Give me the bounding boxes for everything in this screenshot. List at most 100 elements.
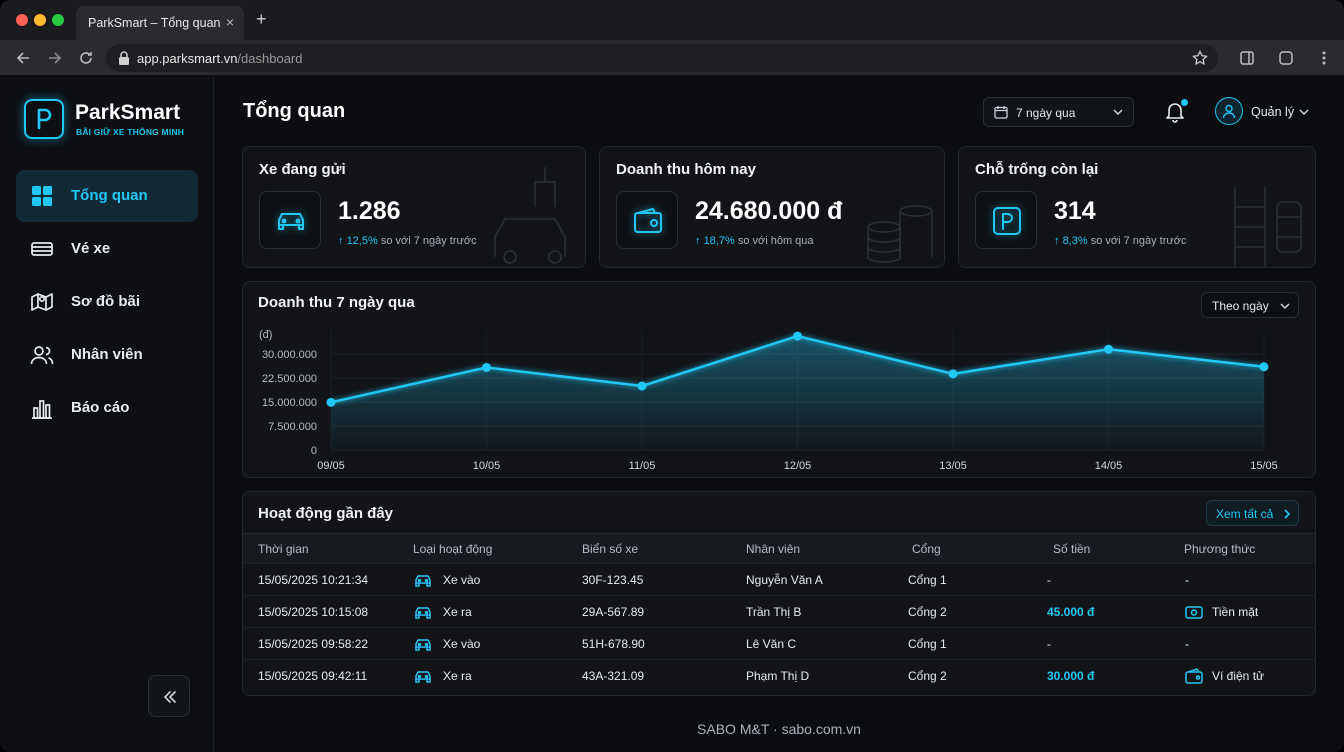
sidebar-toggle-icon[interactable]: [1237, 48, 1257, 68]
parking-lot-illustration-icon: [1234, 187, 1302, 267]
cell-plate: 30F-123.45: [582, 573, 644, 587]
column-header: Cổng: [912, 542, 941, 556]
sidebar-item-overview[interactable]: Tổng quan: [16, 170, 198, 222]
cell-staff: Phạm Thị D: [746, 669, 810, 683]
chart-period-select[interactable]: Theo ngày: [1201, 292, 1299, 318]
url-path: /dashboard: [237, 51, 303, 66]
url-text: app.parksmart.vn/dashboard: [137, 51, 303, 66]
x-tick-label: 11/05: [629, 460, 656, 472]
back-icon[interactable]: [14, 48, 34, 68]
stat-card-revenue: Doanh thu hôm nay 24.680.000 đ ↑ 18,7% s…: [599, 146, 945, 268]
series-area: [331, 336, 1264, 450]
sidebar: ParkSmart BÃI GIỮ XE THÔNG MINH Tổng qua…: [0, 77, 214, 752]
data-point[interactable]: [948, 369, 958, 379]
bookmark-star-icon[interactable]: [1192, 50, 1208, 66]
trend-percent: 12,5%: [346, 235, 378, 247]
data-point[interactable]: [482, 362, 491, 372]
trend-text: so với hôm qua: [737, 235, 814, 247]
sidebar-item-map[interactable]: Sơ đồ bãi: [16, 276, 198, 328]
data-point[interactable]: [1104, 344, 1113, 354]
car-icon: [415, 671, 431, 683]
address-bar: app.parksmart.vn/dashboard: [0, 40, 1344, 76]
maximize-window-button[interactable]: [52, 14, 64, 26]
x-tick-label: 15/05: [1250, 460, 1278, 472]
cell-method: Tiền mặt: [1212, 605, 1259, 619]
table-row[interactable]: 15/05/2025 09:42:11 Xe ra 43A-321.09 Phạm T…: [243, 659, 1315, 691]
parking-icon: [993, 207, 1021, 235]
sidebar-item-label: Nhân viên: [71, 346, 143, 363]
chart-title: Doanh thu 7 ngày qua: [258, 294, 415, 311]
table-row[interactable]: 15/05/2025 10:15:08 Xe ra 29A-567.89 Trần T…: [243, 595, 1315, 627]
more-menu-icon[interactable]: [1314, 48, 1334, 68]
tab-close-icon[interactable]: ×: [225, 14, 234, 30]
data-point[interactable]: [637, 381, 647, 391]
car-icon: [415, 607, 431, 619]
y-tick-label: 7.500.000: [268, 421, 317, 433]
cell-staff: Nguyễn Văn A: [746, 573, 823, 587]
browser-tab[interactable]: ParkSmart – Tổng quan ×: [76, 6, 244, 40]
table-row[interactable]: 15/05/2025 09:58:22 Xe vào 51H-678.90 Lê Vă…: [243, 627, 1315, 659]
sidebar-item-reports[interactable]: Báo cáo: [16, 382, 198, 434]
data-point[interactable]: [793, 331, 802, 341]
trend-text: so với 7 ngày trước: [380, 235, 477, 247]
stat-card-vehicles: Xe đang gửi 1.286 ↑ 12,5% so với 7 ngày …: [242, 146, 586, 268]
stat-trend: ↑ 18,7% so với hôm qua: [695, 235, 814, 247]
trend-up-icon: ↑: [338, 235, 347, 247]
chart-period-label: Theo ngày: [1212, 299, 1269, 313]
trend-text: so với 7 ngày trước: [1090, 235, 1187, 247]
close-window-button[interactable]: [16, 14, 28, 26]
cash-icon: [1185, 606, 1203, 619]
y-tick-label: 30.000.000: [262, 349, 317, 361]
trend-up-icon: ↑: [695, 235, 704, 247]
cell-type: Xe ra: [443, 605, 472, 619]
cell-amount: 30.000 đ: [1047, 669, 1095, 683]
calendar-icon: [994, 106, 1008, 119]
user-icon: [1222, 104, 1236, 119]
lock-icon: [119, 51, 129, 65]
revenue-chart: (đ) 0 7.500.000 15.000.000 22.500.000 30.000.…: [259, 329, 1278, 472]
cell-method: Ví điện tử: [1212, 669, 1265, 683]
cell-time: 15/05/2025 10:21:34: [258, 573, 369, 587]
minimize-window-button[interactable]: [34, 14, 46, 26]
wallet-icon: [1185, 668, 1203, 684]
x-tick-label: 12/05: [784, 460, 812, 472]
forward-icon[interactable]: [44, 48, 64, 68]
avatar[interactable]: [1215, 97, 1243, 125]
data-point[interactable]: [1259, 362, 1269, 372]
stat-card-free-slots: Chỗ trống còn lại 314 ↑ 8,3% so với 7 ng…: [958, 146, 1316, 268]
sidebar-item-label: Tổng quan: [71, 187, 148, 204]
cell-plate: 29A-567.89: [582, 605, 645, 619]
cell-time: 15/05/2025 09:58:22: [258, 637, 369, 651]
users-icon: [30, 346, 54, 365]
data-point[interactable]: [326, 397, 336, 407]
sidebar-item-staff[interactable]: Nhân viên: [16, 329, 198, 381]
date-range-select[interactable]: 7 ngày qua: [983, 97, 1134, 127]
stat-icon-box: [616, 191, 678, 249]
url-field[interactable]: app.parksmart.vn/dashboard: [106, 44, 1218, 72]
y-tick-label: 0: [311, 445, 317, 457]
column-header: Phương thức: [1184, 542, 1256, 556]
user-name[interactable]: Quản lý: [1251, 105, 1295, 119]
footer-credit: SABO M&T · sabo.com.vn: [697, 721, 861, 737]
parking-logo-glyph: [37, 108, 52, 130]
cell-amount: -: [1047, 637, 1051, 651]
cell-staff: Lê Văn C: [746, 637, 797, 651]
new-tab-button[interactable]: +: [256, 9, 267, 29]
table-row[interactable]: 15/05/2025 10:21:34 Xe vào 30F-123.45 Nguyễ…: [243, 563, 1315, 595]
see-all-button[interactable]: Xem tất cả: [1206, 500, 1299, 526]
cell-time: 15/05/2025 09:42:11: [258, 669, 368, 683]
reload-icon[interactable]: [76, 48, 96, 68]
stat-title: Xe đang gửi: [259, 161, 346, 178]
user-menu-chevron-icon[interactable]: [1298, 106, 1310, 118]
trend-percent: 18,7%: [703, 235, 735, 247]
table-header: Thời gian Loại hoạt động Biển số xe Nhân…: [243, 533, 1315, 563]
collapse-sidebar-button[interactable]: [148, 675, 190, 717]
stat-trend: ↑ 8,3% so với 7 ngày trước: [1054, 235, 1186, 247]
notification-bell-icon[interactable]: [1163, 100, 1187, 124]
chevron-down-icon: [1280, 303, 1290, 310]
sidebar-item-tickets[interactable]: Vé xe: [16, 223, 198, 275]
extensions-icon[interactable]: [1276, 48, 1296, 68]
stat-title: Doanh thu hôm nay: [616, 161, 756, 178]
url-host: app.parksmart.vn: [137, 51, 238, 66]
stat-icon-box: [975, 191, 1037, 249]
